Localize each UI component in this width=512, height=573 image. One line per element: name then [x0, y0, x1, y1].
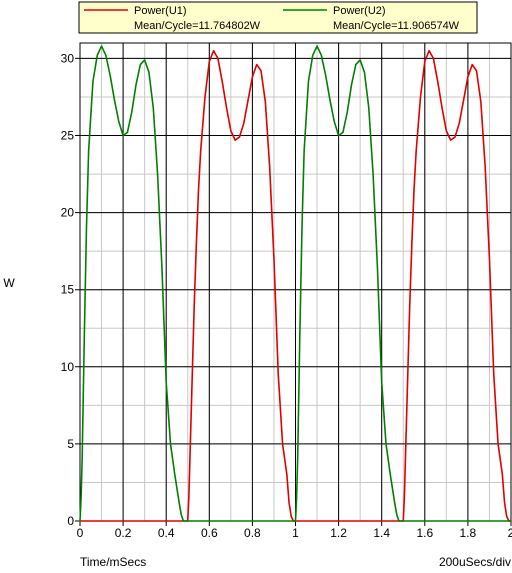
x-tick-label: 2: [508, 526, 512, 540]
x-tick-label: 1.2: [330, 526, 347, 540]
y-tick-label: 25: [61, 129, 75, 143]
legend-name-u2: Power(U2): [333, 5, 386, 17]
series-layer: [79, 45, 512, 522]
x-axis-label: Time/mSecs: [80, 555, 146, 568]
y-tick-labels: 0 5 10 15 20 25 30: [61, 51, 75, 528]
series-line-power-u2: [79, 45, 512, 522]
x-tick-label: 0.8: [244, 526, 261, 540]
x-tick-label: 1.8: [460, 526, 477, 540]
x-tick-label: 1.4: [373, 526, 390, 540]
scale-note: 200uSecs/div: [439, 555, 511, 568]
legend-stat-u1: Mean/Cycle=11.764802W: [134, 20, 261, 32]
legend-box: [78, 1, 478, 34]
x-tick-label: 0.6: [201, 526, 218, 540]
x-tick-labels: 0 0.2 0.4 0.6 0.8 1 1.2 1.4 1.6 1.8 2: [77, 526, 512, 540]
y-tick-label: 15: [61, 283, 75, 297]
x-tick-label: 1.6: [416, 526, 433, 540]
y-tick-label: 0: [67, 514, 74, 528]
y-tick-label: 30: [61, 51, 75, 65]
x-tick-label: 0.2: [115, 526, 132, 540]
grid-major: [75, 43, 512, 526]
x-tick-label: 1: [292, 526, 299, 540]
y-tick-label: 5: [67, 437, 74, 451]
y-tick-label: 20: [61, 206, 75, 220]
legend-stat-u2: Mean/Cycle=11.906574W: [333, 20, 460, 32]
x-tick-label: 0: [77, 526, 84, 540]
legend-name-u1: Power(U1): [134, 5, 187, 17]
y-axis-label: W: [3, 276, 15, 290]
legend: Power(U1) Mean/Cycle=11.764802W Power(U2…: [78, 1, 478, 34]
x-tick-label: 0.4: [158, 526, 175, 540]
y-tick-label: 10: [61, 360, 75, 374]
